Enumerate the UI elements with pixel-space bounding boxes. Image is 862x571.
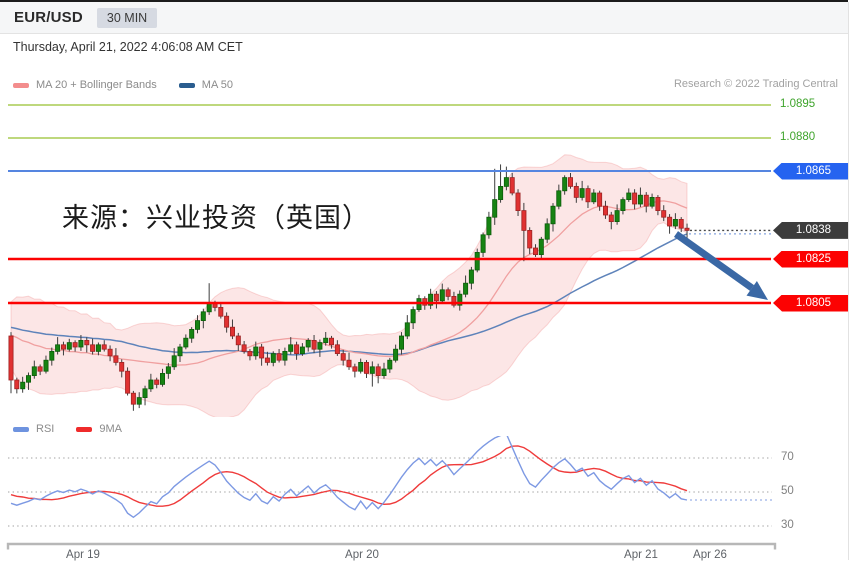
ma20-legend-swatch (13, 82, 29, 88)
legend-item-rsi: RSI (13, 423, 54, 435)
legend-label: MA 50 (201, 79, 233, 91)
ma50-legend-swatch (178, 82, 195, 88)
header-bar: EUR/USD 30 MIN (0, 2, 848, 34)
rsi-legend: RSI 9MA (13, 423, 122, 435)
symbol-title: EUR/USD (14, 9, 83, 26)
legend-item-ma20-bollinger: MA 20 + Bollinger Bands (13, 79, 157, 91)
legend-item-9ma: 9MA (76, 423, 122, 435)
time-scrollbar[interactable] (6, 542, 777, 550)
legend-label: RSI (36, 423, 55, 435)
legend-label: MA 20 + Bollinger Bands (36, 79, 157, 91)
main-chart-legend: MA 20 + Bollinger Bands MA 50 (13, 79, 233, 91)
datetime-text: Thursday, April 21, 2022 4:06:08 AM CET (13, 40, 243, 54)
rsi-ma-legend-swatch (76, 426, 93, 432)
window-top-border (0, 0, 848, 2)
rsi-legend-swatch (13, 426, 29, 432)
right-divider (848, 2, 849, 560)
timeframe-badge[interactable]: 30 MIN (96, 7, 158, 28)
legend-item-ma50: MA 50 (178, 79, 233, 91)
research-credit: Research © 2022 Trading Central (673, 78, 838, 90)
legend-label: 9MA (99, 423, 122, 435)
source-watermark: 来源：兴业投资（英国） (62, 203, 370, 233)
